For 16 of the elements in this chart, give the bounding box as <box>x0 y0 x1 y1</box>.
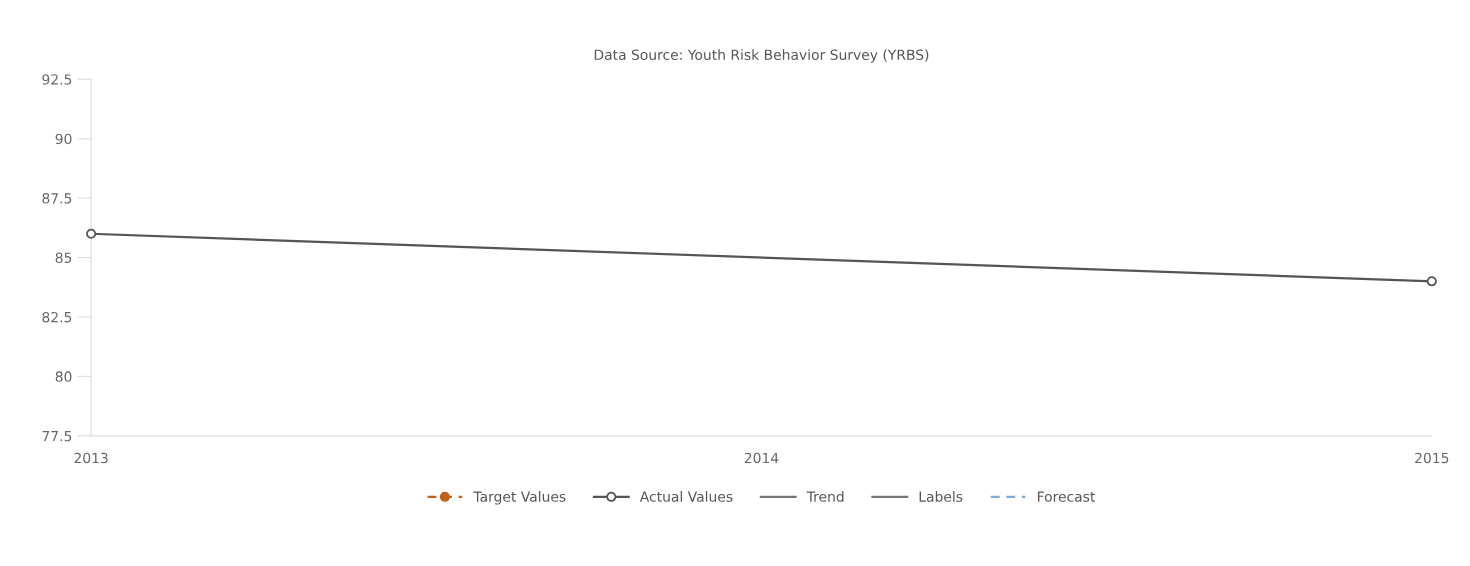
y-tick-label: 90 <box>55 133 72 145</box>
y-tick-label: 92.5 <box>42 74 72 85</box>
legend-label: Labels <box>919 491 963 502</box>
y-tick-label: 87.5 <box>42 193 72 204</box>
y-tick-label: 85 <box>55 252 72 263</box>
legend-label: Forecast <box>1037 491 1096 502</box>
chart-title: Data Source: Youth Risk Behavior Survey (YRBS) <box>594 49 929 63</box>
legend-label: Target Values <box>473 491 566 505</box>
x-tick-label: 2014 <box>744 452 779 464</box>
y-tick-label: 80 <box>55 371 72 382</box>
x-tick-label: 2013 <box>74 452 108 464</box>
y-tick-label: 77.5 <box>42 430 72 442</box>
legend-label: Actual Values <box>639 491 733 502</box>
x-tick-label: 2015 <box>1415 452 1449 464</box>
y-tick-label: 82.5 <box>42 311 72 323</box>
legend-label: Trend <box>806 491 844 502</box>
